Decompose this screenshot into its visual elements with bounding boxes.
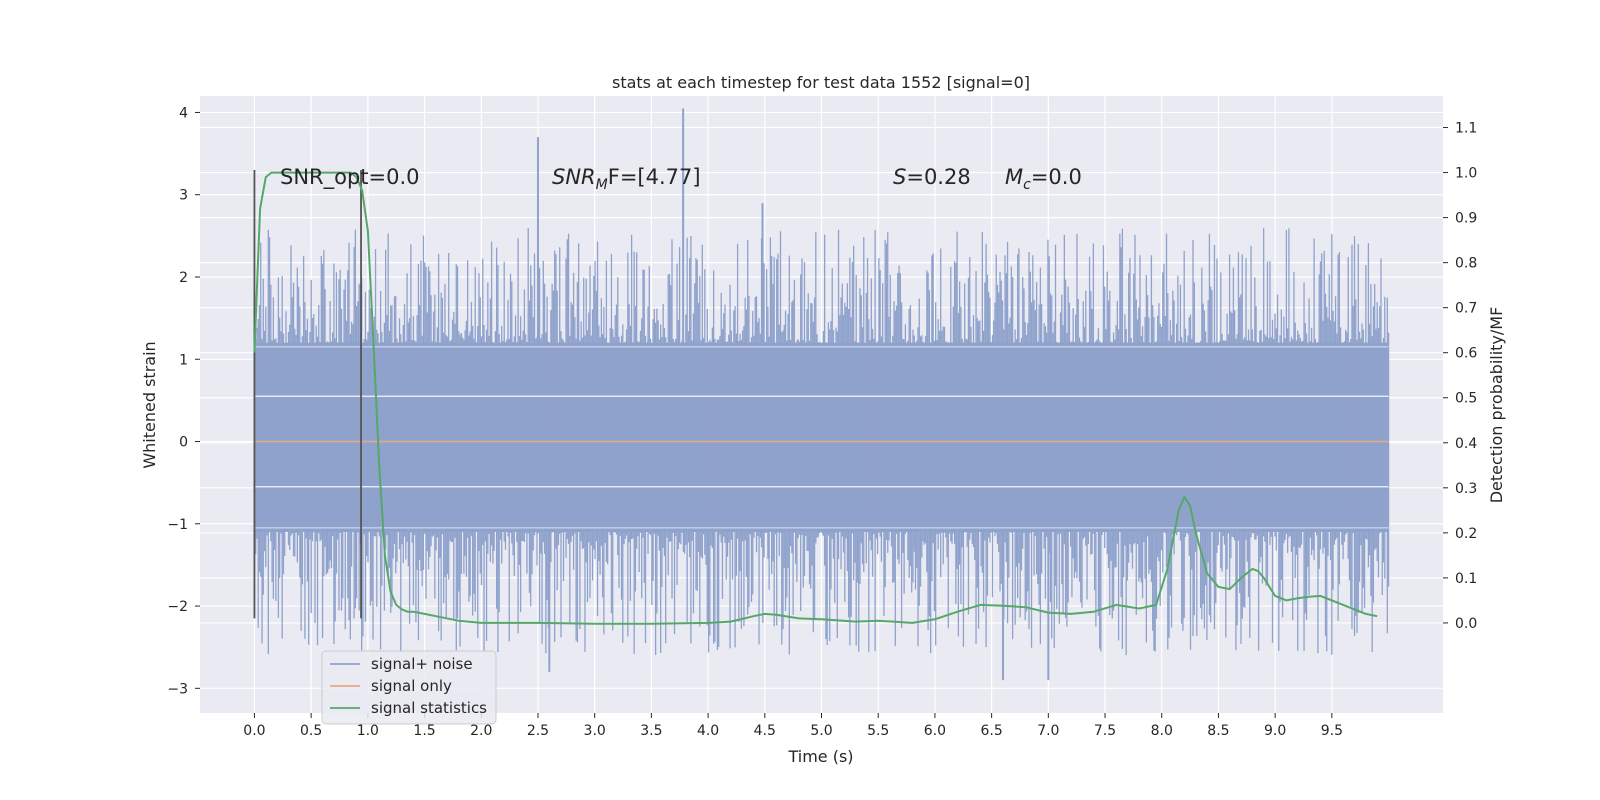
y-tick-label: 0 [179, 435, 188, 451]
legend: signal+ noise signal only signal statist… [321, 650, 497, 725]
x-tick-label: 6.0 [924, 723, 946, 739]
y2-tick-label: 0.1 [1455, 571, 1477, 587]
y-tick-label: −1 [167, 517, 188, 533]
y2-tick-label: 0.8 [1455, 256, 1477, 272]
x-tick-label: 2.0 [470, 723, 492, 739]
annotation-snr-mf: SNRMF=[4.77] [552, 165, 701, 193]
annotation-s: S=0.28 [893, 165, 971, 189]
legend-label-signal: signal only [371, 677, 452, 695]
annotation-mc: Mc=0.0 [1005, 165, 1082, 193]
s-var: S [893, 165, 906, 189]
y-tick-label: 3 [179, 188, 188, 204]
x-tick-label: 0.0 [243, 723, 265, 739]
x-tick-label: 2.5 [527, 723, 549, 739]
x-tick-label: 1.5 [413, 723, 435, 739]
y2-tick-label: 0.0 [1455, 616, 1477, 632]
x-tick-label: 7.5 [1094, 723, 1116, 739]
y2-tick-label: 0.2 [1455, 526, 1477, 542]
y2-tick-label: 1.1 [1455, 121, 1477, 137]
x-tick-label: 8.0 [1151, 723, 1173, 739]
x-tick-label: 8.5 [1207, 723, 1229, 739]
y2-tick-label: 0.6 [1455, 346, 1477, 362]
snr-mf-base: SNR [552, 165, 596, 189]
x-tick-label: 3.5 [640, 723, 662, 739]
y2-tick-label: 1.0 [1455, 166, 1477, 182]
y2-tick-label: 0.7 [1455, 301, 1477, 317]
annotation-snr-opt: SNR_opt=0.0 [280, 165, 420, 190]
y-tick-label: 1 [179, 352, 188, 368]
y-tick-label: −3 [167, 681, 188, 697]
y2-tick-label: 0.9 [1455, 211, 1477, 227]
x-tick-label: 4.5 [754, 723, 776, 739]
event-markers [253, 170, 362, 619]
y2-tick-label: 0.5 [1455, 391, 1477, 407]
legend-label-noise: signal+ noise [371, 655, 473, 673]
x-tick-label: 9.5 [1321, 723, 1343, 739]
y-tick-label: 2 [179, 270, 188, 286]
mc-var: M [1005, 165, 1023, 189]
y2-tick-label: 0.4 [1455, 436, 1477, 452]
y-tick-label: 4 [179, 105, 188, 121]
legend-box [321, 650, 497, 725]
x-tick-label: 3.0 [584, 723, 606, 739]
x-axis-ticks: 0.0 0.5 1.0 1.5 2.0 2.5 3.0 3.5 4.0 4.5 5.0 5.5 6.0 6… [243, 713, 1343, 739]
x-tick-label: 4.0 [697, 723, 719, 739]
mc-rest: =0.0 [1031, 165, 1082, 189]
x-tick-label: 1.0 [357, 723, 379, 739]
y-axis-ticks: 4 3 2 1 0 −1 −2 −3 [167, 105, 200, 697]
mc-sub: c [1023, 177, 1031, 193]
y-tick-label: −2 [167, 599, 188, 615]
x-tick-label: 0.5 [300, 723, 322, 739]
snr-mf-sub: M [596, 177, 608, 193]
snr-mf-rest: F=[4.77] [608, 165, 701, 189]
y2-axis-ticks: 1.1 1.0 0.9 0.8 0.7 0.6 0.5 0.4 0.3 0.2 0.1 0.0 [1443, 121, 1477, 632]
signal-statistics-series [253, 171, 1378, 625]
signal-noise-series [253, 108, 1390, 681]
x-tick-label: 5.5 [867, 723, 889, 739]
y2-tick-label: 0.3 [1455, 481, 1477, 497]
x-axis-label: Time (s) [787, 747, 853, 766]
s-rest: =0.28 [906, 165, 970, 189]
legend-label-stats: signal statistics [371, 699, 487, 717]
x-tick-label: 5.0 [810, 723, 832, 739]
x-tick-label: 7.0 [1037, 723, 1059, 739]
x-tick-label: 6.5 [980, 723, 1002, 739]
y-axis-label: Whitened strain [140, 341, 159, 468]
y2-axis-label: Detection probability/MF [1487, 307, 1506, 504]
chart-title: stats at each timestep for test data 155… [612, 73, 1030, 92]
x-tick-label: 9.0 [1264, 723, 1286, 739]
